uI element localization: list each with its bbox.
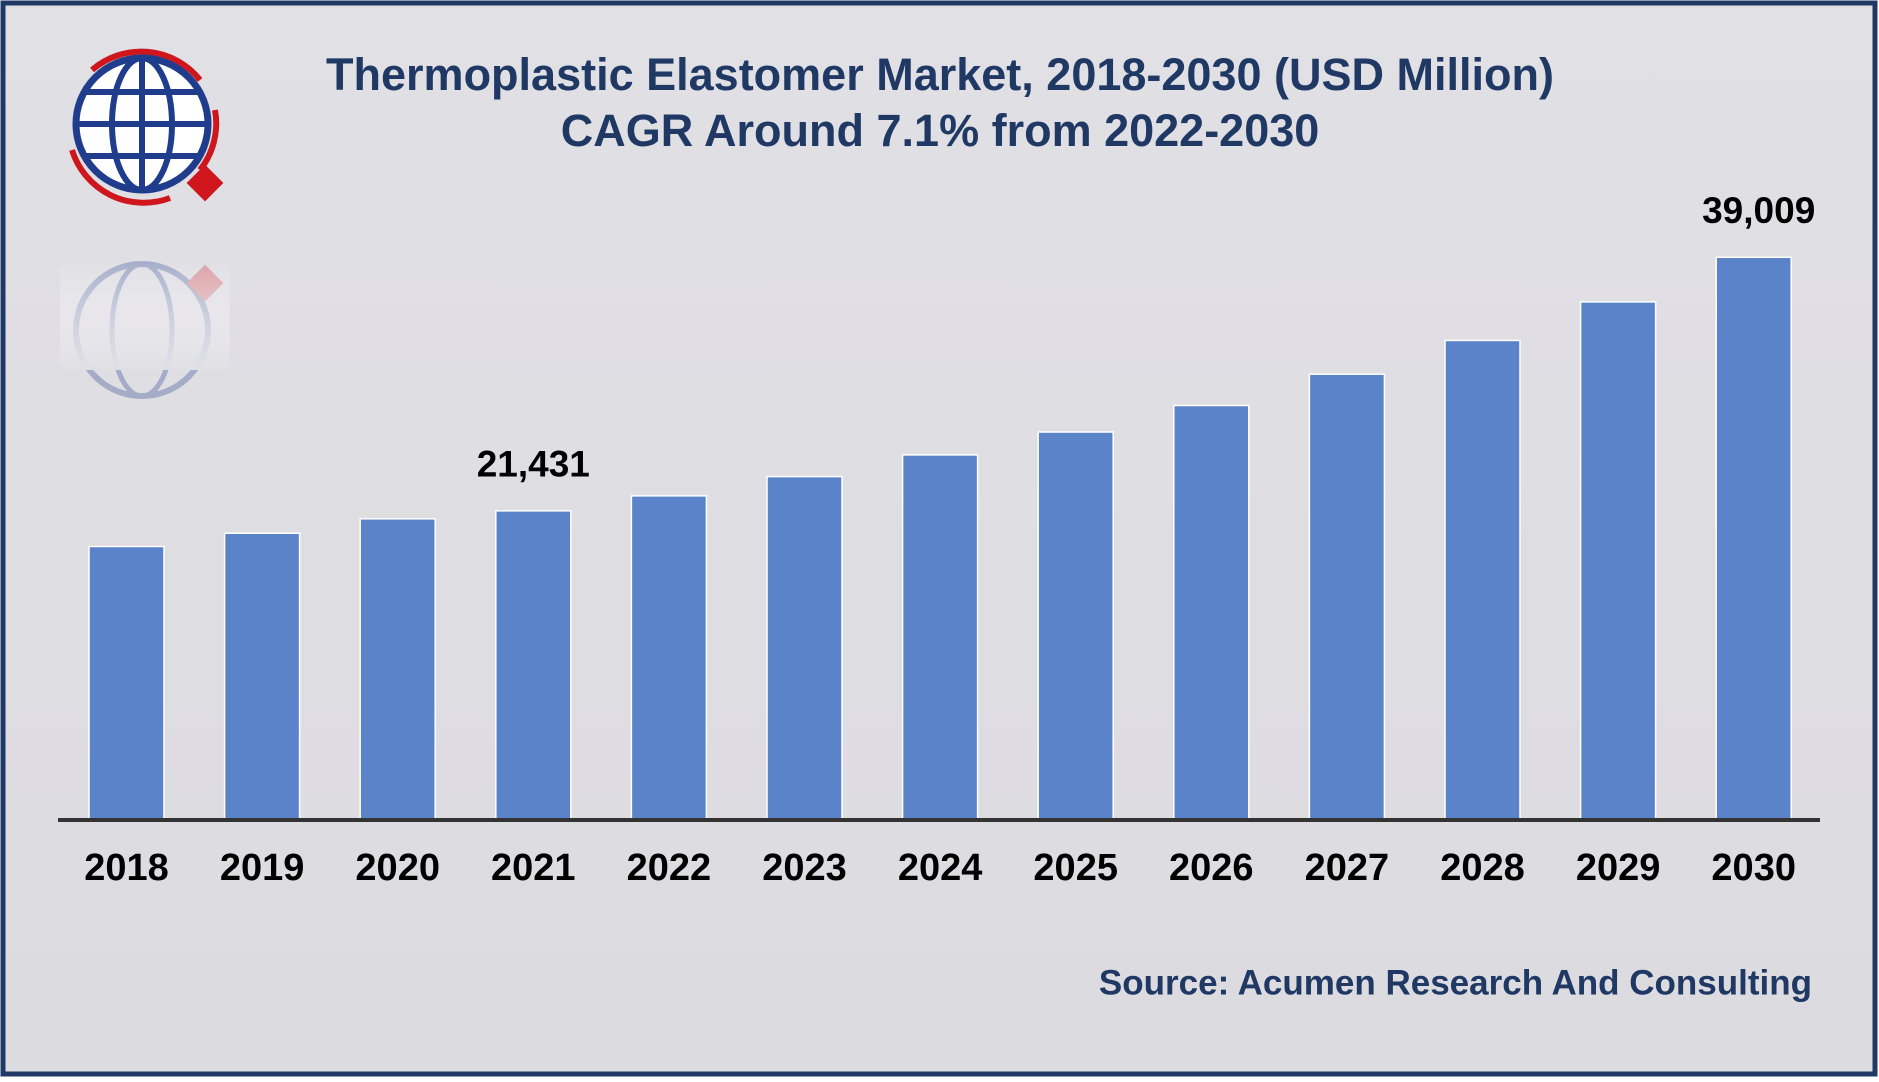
bar (1715, 256, 1792, 821)
x-tick-label: 2019 (220, 847, 305, 889)
bar (88, 545, 165, 821)
x-tick-label: 2028 (1440, 847, 1525, 889)
logo (60, 48, 230, 399)
source: Source: Acumen Research And Consulting (1099, 963, 1812, 1002)
value-label: 39,009 (1702, 190, 1815, 231)
x-tick-label: 2023 (762, 847, 847, 889)
bar (630, 495, 708, 821)
x-tick-label: 2022 (627, 847, 712, 889)
bar (1308, 373, 1386, 821)
bar (901, 454, 979, 821)
x-tick-label: 2029 (1576, 847, 1661, 889)
bar (1173, 404, 1250, 821)
bar (766, 475, 843, 821)
chart-title: Thermoplastic Elastomer Market, 2018-203… (326, 49, 1554, 100)
chart-subtitle: CAGR Around 7.1% from 2022-2030 (561, 105, 1320, 156)
x-tick-label: 2021 (491, 847, 576, 889)
bar (359, 518, 436, 821)
bar (1444, 339, 1521, 821)
value-label: 21,431 (477, 444, 590, 485)
bar (495, 510, 572, 821)
x-tick-label: 2025 (1033, 847, 1118, 889)
bar (1579, 301, 1657, 821)
x-tick-label: 2024 (898, 847, 983, 889)
x-tick-label: 2027 (1305, 847, 1390, 889)
bar (223, 532, 301, 821)
x-tick-label: 2030 (1711, 847, 1796, 889)
x-tick-label: 2018 (84, 847, 169, 889)
bar (1037, 431, 1114, 821)
x-tick-label: 2026 (1169, 847, 1254, 889)
x-tick-label: 2020 (355, 847, 440, 889)
